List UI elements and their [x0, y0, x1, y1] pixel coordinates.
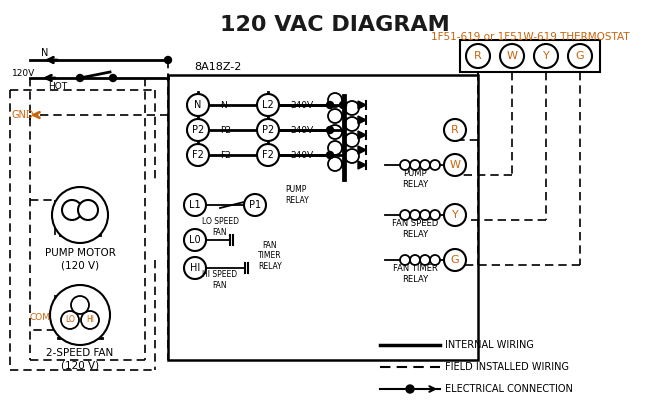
Circle shape — [326, 152, 334, 158]
Text: R: R — [451, 125, 459, 135]
Circle shape — [184, 257, 206, 279]
Circle shape — [165, 57, 172, 64]
Circle shape — [257, 94, 279, 116]
Polygon shape — [358, 131, 366, 139]
Text: COM: COM — [29, 313, 50, 321]
Text: FAN TIMER
RELAY: FAN TIMER RELAY — [393, 264, 438, 284]
Circle shape — [50, 285, 110, 345]
Circle shape — [81, 311, 99, 329]
Text: (120 V): (120 V) — [61, 360, 99, 370]
Text: N: N — [194, 100, 202, 110]
Text: 240V: 240V — [290, 126, 313, 134]
Text: L0: L0 — [189, 235, 201, 245]
Text: L1: L1 — [189, 200, 201, 210]
Circle shape — [187, 119, 209, 141]
Circle shape — [257, 144, 279, 166]
Bar — [168, 75, 478, 360]
Circle shape — [76, 75, 84, 82]
Circle shape — [52, 187, 108, 243]
Text: GND: GND — [12, 110, 34, 120]
Text: W: W — [450, 160, 460, 170]
Circle shape — [257, 119, 279, 141]
Circle shape — [340, 101, 346, 109]
Circle shape — [568, 44, 592, 68]
Text: G: G — [576, 51, 584, 61]
Text: 1F51-619 or 1F51W-619 THERMOSTAT: 1F51-619 or 1F51W-619 THERMOSTAT — [431, 32, 629, 42]
Circle shape — [187, 144, 209, 166]
Circle shape — [62, 200, 82, 220]
Text: LO: LO — [65, 316, 75, 324]
Text: 120 VAC DIAGRAM: 120 VAC DIAGRAM — [220, 15, 450, 35]
Circle shape — [109, 75, 117, 82]
Text: L2: L2 — [262, 100, 274, 110]
Polygon shape — [358, 101, 366, 109]
Circle shape — [534, 44, 558, 68]
Circle shape — [326, 101, 334, 109]
Circle shape — [71, 296, 89, 314]
Text: FAN
TIMER
RELAY: FAN TIMER RELAY — [258, 241, 282, 271]
Text: PUMP
RELAY: PUMP RELAY — [402, 169, 428, 189]
Text: FAN SPEED
RELAY: FAN SPEED RELAY — [392, 219, 438, 239]
Text: F2: F2 — [262, 150, 274, 160]
Text: 240V: 240V — [290, 150, 313, 160]
Text: R: R — [474, 51, 482, 61]
Polygon shape — [358, 146, 366, 154]
Text: P2: P2 — [220, 126, 231, 134]
Text: 120V: 120V — [12, 68, 36, 78]
Text: P1: P1 — [249, 200, 261, 210]
Circle shape — [444, 154, 466, 176]
Text: P2: P2 — [192, 125, 204, 135]
Text: INTERNAL WIRING: INTERNAL WIRING — [445, 340, 534, 350]
Text: (120 V): (120 V) — [61, 260, 99, 270]
Circle shape — [187, 94, 209, 116]
Text: HOT: HOT — [48, 82, 68, 91]
Circle shape — [500, 44, 524, 68]
Text: N: N — [42, 48, 49, 58]
Circle shape — [444, 204, 466, 226]
Text: ELECTRICAL CONNECTION: ELECTRICAL CONNECTION — [445, 384, 573, 394]
Text: Y: Y — [543, 51, 549, 61]
Text: HI: HI — [190, 263, 200, 273]
Text: Y: Y — [452, 210, 458, 220]
Polygon shape — [358, 116, 366, 124]
Text: N: N — [220, 101, 226, 109]
Circle shape — [326, 127, 334, 134]
Circle shape — [184, 229, 206, 251]
Text: 240V: 240V — [290, 101, 313, 109]
Text: G: G — [451, 255, 460, 265]
Circle shape — [406, 385, 414, 393]
Text: PUMP MOTOR: PUMP MOTOR — [45, 248, 115, 258]
Bar — [460, 40, 600, 72]
Circle shape — [184, 194, 206, 216]
Text: 8A18Z-2: 8A18Z-2 — [194, 62, 242, 72]
Circle shape — [444, 249, 466, 271]
Circle shape — [444, 119, 466, 141]
Circle shape — [244, 194, 266, 216]
Circle shape — [466, 44, 490, 68]
Text: FIELD INSTALLED WIRING: FIELD INSTALLED WIRING — [445, 362, 569, 372]
Circle shape — [61, 311, 79, 329]
Text: P2: P2 — [262, 125, 274, 135]
Text: 2-SPEED FAN: 2-SPEED FAN — [46, 348, 114, 358]
Text: HI: HI — [86, 316, 94, 324]
Circle shape — [78, 200, 98, 220]
Text: F2: F2 — [192, 150, 204, 160]
Text: W: W — [507, 51, 517, 61]
Text: PUMP
RELAY: PUMP RELAY — [285, 185, 309, 205]
Polygon shape — [358, 161, 366, 169]
Text: LO SPEED
FAN: LO SPEED FAN — [202, 217, 239, 237]
Text: HI SPEED
FAN: HI SPEED FAN — [202, 270, 238, 290]
Text: F2: F2 — [220, 150, 230, 160]
